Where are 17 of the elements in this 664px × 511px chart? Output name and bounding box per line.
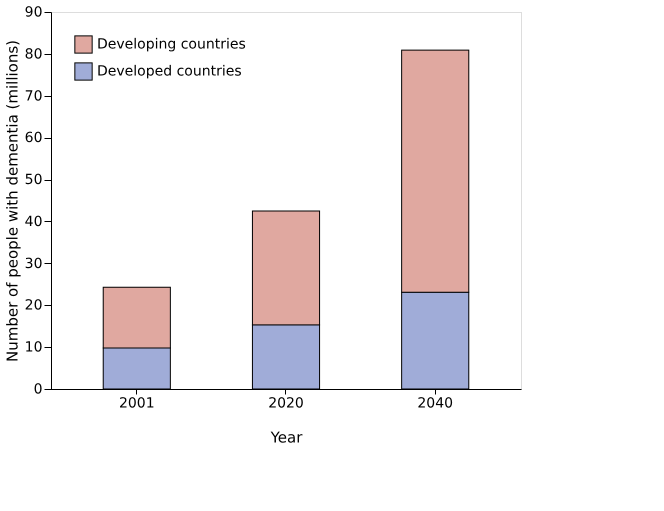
y-tick-label: 60 [24, 130, 42, 146]
y-tick-label: 30 [24, 256, 42, 272]
x-tick-label: 2001 [118, 396, 155, 412]
y-tick-label: 40 [24, 214, 42, 230]
x-axis-title: Year [270, 428, 304, 446]
y-tick-label: 70 [24, 88, 42, 104]
y-tick-label: 90 [24, 4, 42, 20]
y-tick-label: 50 [24, 172, 42, 188]
legend-label: Developing countries [97, 36, 246, 52]
y-axis-title: Number of people with dementia (millions) [4, 40, 22, 362]
y-tick-label: 0 [34, 382, 42, 398]
y-tick-label: 80 [24, 46, 42, 62]
x-tick-label: 2020 [268, 396, 304, 412]
legend-label: Developed countries [97, 64, 242, 80]
y-tick-label: 10 [24, 340, 42, 356]
y-tick-label: 20 [24, 298, 42, 314]
x-tick-label: 2040 [417, 396, 454, 412]
